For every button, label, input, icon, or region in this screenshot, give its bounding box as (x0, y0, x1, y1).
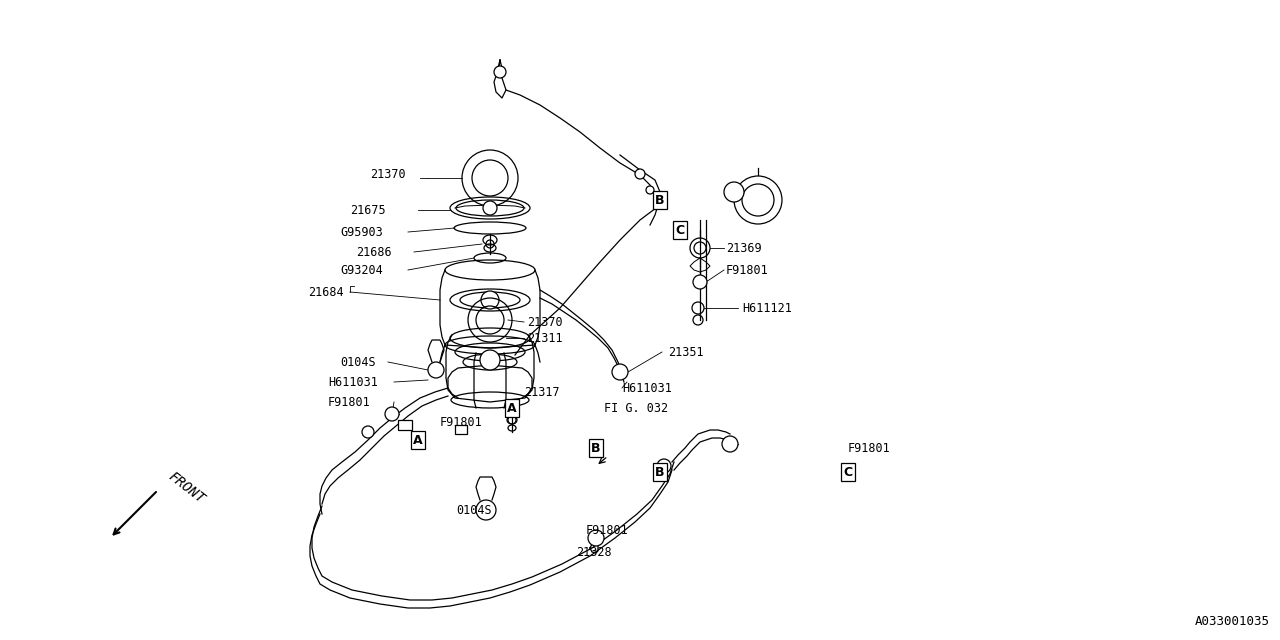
Text: 21317: 21317 (524, 385, 559, 399)
Circle shape (481, 291, 499, 309)
Circle shape (692, 275, 707, 289)
Bar (454, 425, 467, 434)
Text: H611031: H611031 (328, 376, 378, 388)
Circle shape (722, 436, 739, 452)
Text: FRONT: FRONT (166, 470, 207, 506)
Bar (398, 420, 412, 430)
Text: F91801: F91801 (440, 415, 483, 429)
Text: F91801: F91801 (726, 264, 769, 276)
Circle shape (646, 186, 654, 194)
Text: F91801: F91801 (586, 524, 628, 536)
Text: B: B (591, 442, 600, 454)
Circle shape (362, 426, 374, 438)
Text: 21311: 21311 (527, 332, 563, 344)
Text: A: A (413, 433, 422, 447)
Circle shape (733, 176, 782, 224)
Circle shape (385, 407, 399, 421)
Text: F91801: F91801 (328, 396, 371, 408)
Text: H611031: H611031 (622, 381, 672, 394)
Circle shape (588, 530, 604, 546)
Text: H611121: H611121 (742, 301, 792, 314)
Circle shape (724, 182, 744, 202)
Text: 21686: 21686 (356, 246, 392, 259)
Text: 21328: 21328 (576, 545, 612, 559)
Text: 21675: 21675 (349, 204, 385, 216)
Text: 21370: 21370 (527, 316, 563, 328)
Text: C: C (844, 465, 852, 479)
Circle shape (494, 66, 506, 78)
Text: FI G. 032: FI G. 032 (604, 401, 668, 415)
Text: 0104S: 0104S (340, 355, 375, 369)
Text: G95903: G95903 (340, 225, 383, 239)
Text: 21370: 21370 (370, 168, 406, 182)
Text: G93204: G93204 (340, 264, 383, 276)
Text: A: A (507, 401, 517, 415)
Text: F91801: F91801 (849, 442, 891, 454)
Text: B: B (655, 193, 664, 207)
Text: 21369: 21369 (726, 241, 762, 255)
Circle shape (635, 169, 645, 179)
Circle shape (612, 364, 628, 380)
Text: 0104S: 0104S (456, 504, 492, 516)
Text: A033001035: A033001035 (1196, 615, 1270, 628)
Text: 21684: 21684 (308, 285, 343, 298)
Circle shape (483, 201, 497, 215)
Circle shape (480, 350, 500, 370)
Circle shape (428, 362, 444, 378)
Text: B: B (655, 465, 664, 479)
Text: 21351: 21351 (668, 346, 704, 358)
Text: C: C (676, 223, 685, 237)
Circle shape (476, 500, 497, 520)
